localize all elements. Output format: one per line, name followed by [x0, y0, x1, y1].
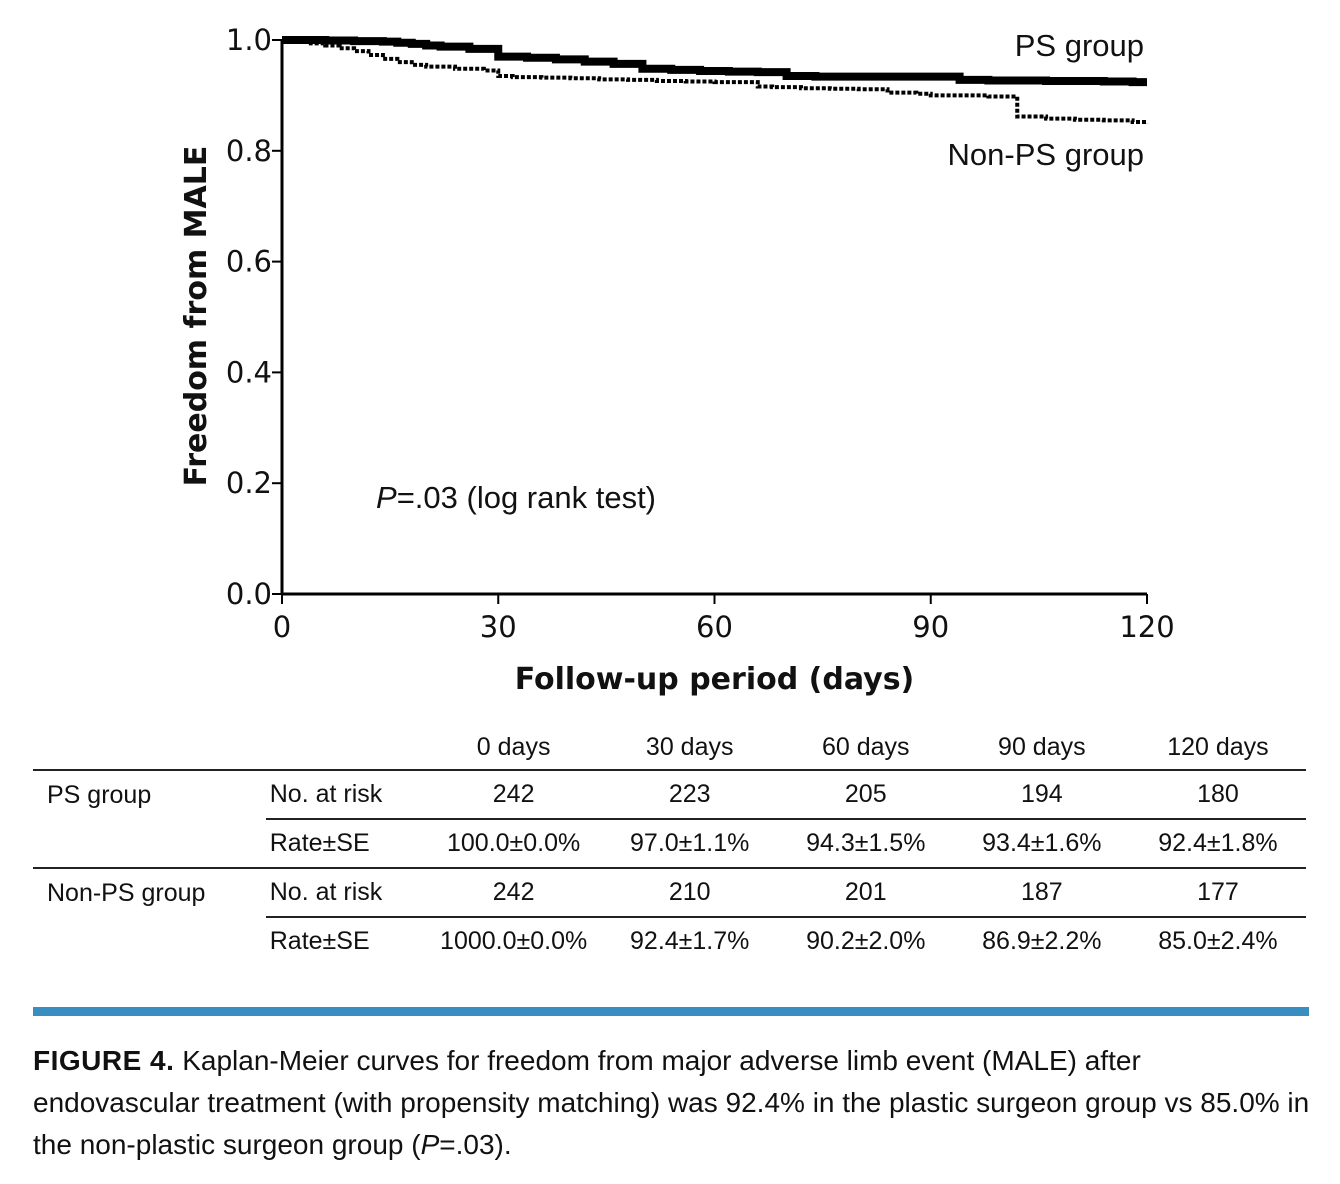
table-cell: 180 — [1129, 769, 1306, 819]
table-cell: 177 — [1129, 867, 1306, 917]
table-cell: 92.4±1.7% — [601, 916, 778, 965]
risk-header-cell: 30 days — [645, 733, 734, 761]
table-cell: 97.0±1.1% — [601, 818, 778, 868]
table-cell: 90.2±2.0% — [777, 916, 954, 965]
group-name — [33, 917, 266, 965]
x-tick-label: 120 — [1119, 610, 1174, 644]
table-cell: 194 — [953, 769, 1130, 819]
non-ps-group-label: Non-PS group — [948, 137, 1144, 172]
y-tick-label: 0.2 — [226, 466, 272, 500]
table-cell: 92.4±1.8% — [1129, 818, 1306, 868]
table-cell: 100.0±0.0% — [425, 818, 602, 868]
table-cell: 242 — [425, 867, 602, 917]
x-tick-label: 0 — [273, 610, 291, 644]
table-cell: 210 — [601, 867, 778, 917]
x-axis-label: Follow-up period (days) — [515, 662, 915, 697]
x-tick-label: 30 — [480, 610, 517, 644]
risk-header-cell — [33, 726, 266, 770]
table-cell: 1000.0±0.0% — [425, 916, 602, 965]
caption-tail: =.03). — [439, 1129, 512, 1160]
p-value-annotation: P=.03 (log rank test) — [376, 480, 656, 515]
table-row: Non-PS group No. at risk 242 210 201 187… — [33, 867, 1306, 917]
x-tick-label: 60 — [696, 610, 733, 644]
table-cell: 85.0±2.4% — [1129, 916, 1306, 965]
y-tick-label: 0.0 — [226, 577, 272, 611]
chart-axes: 0.0 0.2 0.4 0.6 0.8 1.0 0 30 60 90 120 — [226, 23, 1175, 644]
risk-table: 0 days 30 days 60 days 90 days 120 days … — [33, 726, 1306, 965]
accent-divider — [33, 1007, 1309, 1016]
table-cell: 93.4±1.6% — [953, 818, 1130, 868]
group-name — [33, 819, 266, 868]
row-label: No. at risk — [265, 769, 426, 819]
group-name: PS group — [33, 769, 266, 819]
row-label: Rate±SE — [265, 916, 426, 965]
table-row: PS group No. at risk 242 223 205 194 180 — [33, 769, 1306, 819]
x-tick-label: 90 — [912, 610, 949, 644]
caption-p-symbol: P — [420, 1129, 440, 1160]
table-cell: 223 — [601, 769, 778, 819]
group-name: Non-PS group — [33, 867, 266, 917]
km-chart: 0.0 0.2 0.4 0.6 0.8 1.0 0 30 60 90 120 Follow-up p… — [179, 23, 1175, 697]
row-label: Rate±SE — [265, 818, 426, 868]
ps-group-curve — [282, 36, 1147, 87]
caption-text: Kaplan-Meier curves for freedom from maj… — [33, 1045, 1310, 1160]
row-label: No. at risk — [265, 867, 426, 917]
chart-curves — [282, 36, 1149, 124]
y-tick-label: 0.6 — [226, 245, 272, 279]
table-row: Rate±SE 100.0±0.0% 97.0±1.1% 94.3±1.5% 9… — [33, 818, 1306, 868]
figure-label: FIGURE 4. — [33, 1045, 175, 1076]
table-cell: 86.9±2.2% — [953, 916, 1130, 965]
table-cell: 201 — [777, 867, 954, 917]
figure-caption: FIGURE 4. Kaplan-Meier curves for freedo… — [33, 1040, 1313, 1166]
table-cell: 242 — [425, 769, 602, 819]
ps-group-label: PS group — [1015, 28, 1144, 63]
risk-header-cell: 90 days — [998, 733, 1086, 761]
risk-header-cell: 120 days — [1167, 733, 1269, 761]
risk-table-header: 0 days 30 days 60 days 90 days 120 days — [33, 726, 1306, 770]
table-cell: 94.3±1.5% — [777, 818, 954, 868]
risk-header-cell: 0 days — [476, 733, 551, 761]
table-cell: 205 — [777, 769, 954, 819]
table-cell: 187 — [953, 867, 1130, 917]
y-tick-label: 0.4 — [226, 355, 272, 389]
y-tick-label: 1.0 — [226, 23, 272, 57]
non-ps-group-curve — [282, 38, 1149, 124]
chart-labels: Follow-up period (days) Freedom from MALE… — [179, 28, 1144, 697]
risk-header-cell — [266, 726, 426, 770]
table-row: Rate±SE 1000.0±0.0% 92.4±1.7% 90.2±2.0% … — [33, 916, 1306, 965]
y-tick-label: 0.8 — [226, 134, 272, 168]
y-axis-label: Freedom from MALE — [179, 146, 214, 487]
risk-header-cell: 60 days — [821, 733, 910, 761]
